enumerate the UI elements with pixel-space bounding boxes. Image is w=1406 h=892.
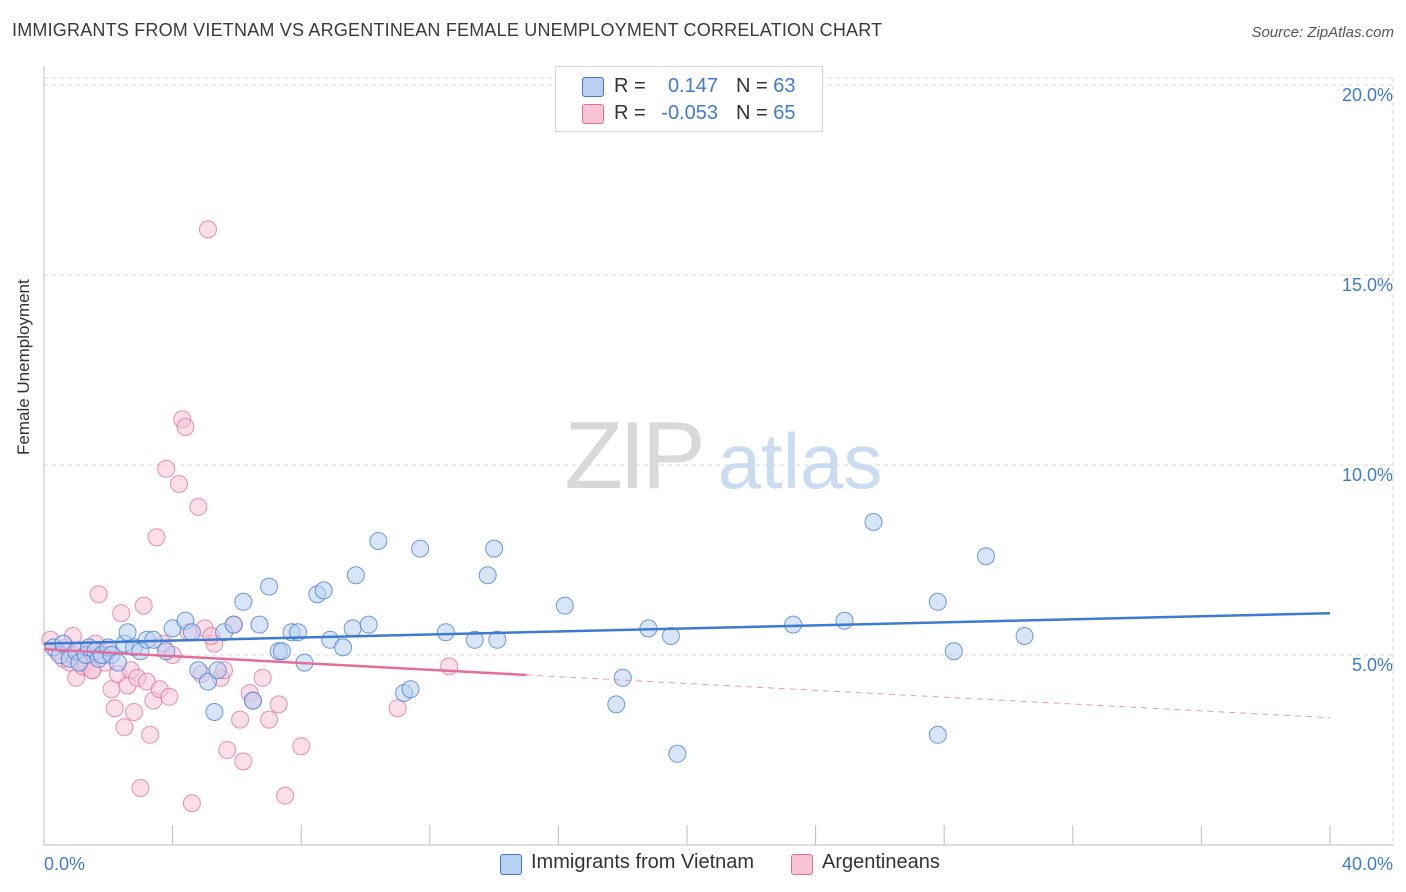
argentinean-point xyxy=(388,699,407,718)
vietnam-point xyxy=(1015,627,1034,645)
trend-line-vietnam xyxy=(43,611,1331,645)
legend-n-value: N = 63 xyxy=(736,75,796,97)
argentinean-point xyxy=(234,752,253,771)
argentinean-point xyxy=(141,725,160,744)
argentinean-point xyxy=(170,475,189,493)
legend-n-value: N = 65 xyxy=(736,102,796,124)
y-tick-label: 15.0% xyxy=(1342,275,1393,295)
argentinean-point xyxy=(115,718,134,737)
watermark-atlas: atlas xyxy=(718,417,883,505)
y-tick-label: 5.0% xyxy=(1352,655,1393,675)
vietnam-point xyxy=(555,596,574,615)
vietnam-point xyxy=(250,615,269,634)
axes xyxy=(43,66,1394,846)
legend-label-vietnam: Immigrants from Vietnam xyxy=(531,851,755,873)
vietnam-point xyxy=(182,623,201,642)
legend-swatch-vietnam xyxy=(582,77,604,97)
vietnam-point xyxy=(234,592,253,611)
vietnam-point xyxy=(465,630,484,649)
argentinean-point xyxy=(189,497,208,516)
vietnam-point xyxy=(835,611,854,630)
trend-line-argentineans-dashed xyxy=(526,674,1331,719)
vietnam-point xyxy=(411,539,430,558)
series-argentineans-points xyxy=(41,220,459,813)
argentinean-point xyxy=(125,703,144,721)
watermark: ZIP atlas xyxy=(564,402,882,509)
vietnam-point xyxy=(928,725,947,744)
argentinean-point xyxy=(131,779,150,797)
argentinean-point xyxy=(292,737,311,756)
vietnam-point xyxy=(485,539,504,558)
vietnam-point xyxy=(359,615,378,634)
vietnam-point xyxy=(864,513,883,531)
vietnam-point xyxy=(661,627,680,645)
legend-r-label: R = xyxy=(614,102,646,124)
argentinean-point xyxy=(182,794,201,813)
correlation-legend: R = 0.147 N = 63 R = -0.053 N = 65 xyxy=(555,66,823,132)
vietnam-point xyxy=(333,638,352,657)
argentinean-point xyxy=(198,220,217,239)
vietnam-point xyxy=(343,619,362,638)
vietnam-point xyxy=(668,744,687,763)
vietnam-point xyxy=(401,680,420,699)
vietnam-point xyxy=(272,642,291,661)
tick-labels: 5.0% 10.0% 15.0% 20.0% 0.0% 40.0% xyxy=(44,85,1393,874)
legend-swatch-vietnam xyxy=(500,854,522,875)
vietnam-point xyxy=(478,566,497,585)
argentinean-point xyxy=(102,680,121,699)
vietnam-point xyxy=(243,691,262,710)
chart-title: IMMIGRANTS FROM VIETNAM VS ARGENTINEAN F… xyxy=(12,20,883,40)
vietnam-point xyxy=(613,668,632,687)
vietnam-point xyxy=(205,703,224,721)
argentinean-point xyxy=(176,418,195,436)
vietnam-point xyxy=(928,592,947,611)
series-vietnam-points xyxy=(44,513,1034,763)
argentinean-point xyxy=(105,699,124,718)
argentinean-point xyxy=(157,459,176,478)
series-legend: Immigrants from Vietnam Argentineans xyxy=(0,851,1406,879)
vietnam-point xyxy=(208,661,227,680)
legend-r-value: -0.053 xyxy=(661,102,718,124)
legend-swatch-argentineans xyxy=(791,854,813,875)
trend-lines xyxy=(43,611,1331,719)
x-tick-label: 0.0% xyxy=(44,854,85,874)
argentinean-point xyxy=(89,585,108,604)
vietnam-point xyxy=(944,642,963,661)
vietnam-point xyxy=(346,566,365,585)
source-label: Source: ZipAtlas.com xyxy=(1251,24,1394,41)
argentinean-point xyxy=(253,668,272,687)
argentinean-point xyxy=(269,695,288,714)
trend-line-argentineans xyxy=(43,648,527,677)
argentinean-point xyxy=(218,741,237,759)
argentinean-point xyxy=(160,687,179,706)
argentinean-point xyxy=(231,710,250,729)
legend-r-label: R = xyxy=(614,75,646,97)
argentinean-point xyxy=(112,604,131,623)
legend-label-argentineans: Argentineans xyxy=(822,851,940,873)
vietnam-point xyxy=(260,577,279,596)
watermark-zip: ZIP xyxy=(564,402,701,509)
vietnam-point xyxy=(488,630,507,649)
vietnam-point xyxy=(436,623,455,642)
vietnam-point xyxy=(118,623,137,642)
y-tick-label: 20.0% xyxy=(1342,85,1393,105)
y-tick-label: 10.0% xyxy=(1342,465,1393,485)
argentinean-point xyxy=(147,528,166,547)
vietnam-point xyxy=(976,547,995,566)
argentinean-point xyxy=(134,596,153,615)
vietnam-point xyxy=(607,695,626,714)
legend-swatch-argentineans xyxy=(582,104,604,124)
argentinean-point xyxy=(260,710,279,729)
legend-r-value: 0.147 xyxy=(667,75,718,97)
vietnam-point xyxy=(314,581,333,600)
argentinean-point xyxy=(276,786,295,805)
vietnam-point xyxy=(224,615,243,634)
vietnam-point xyxy=(108,653,127,672)
x-tick-label: 40.0% xyxy=(1342,854,1393,874)
vietnam-point xyxy=(369,532,388,550)
